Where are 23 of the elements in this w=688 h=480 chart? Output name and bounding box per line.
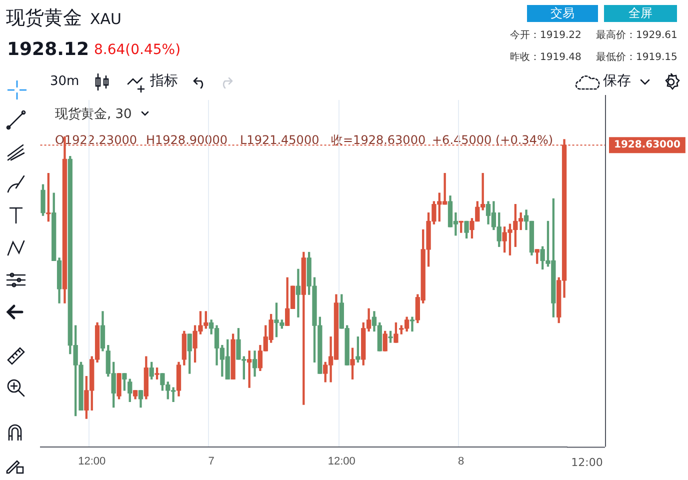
- text: 最低价：1919.15: [596, 52, 678, 63]
- annotation: H1928.90000: [146, 133, 228, 147]
- x-tick-label: 8: [458, 455, 464, 468]
- text: 全屏: [604, 5, 677, 22]
- text: 指标: [150, 73, 178, 89]
- candlestick: [46, 172, 51, 222]
- candlestick: [410, 316, 415, 332]
- chart-subtitle: XAU: [90, 10, 122, 28]
- text: 8.64(0.45%): [94, 42, 181, 58]
- candlestick: [296, 268, 301, 318]
- text: 交易: [527, 5, 598, 22]
- x-tick-label: 12:00: [328, 455, 356, 468]
- text: 昨收：1919.48: [510, 52, 582, 63]
- text: 1928.63000: [614, 140, 680, 151]
- text: 最高价：1929.61: [596, 30, 678, 41]
- annotation: L1921.45000: [240, 133, 320, 147]
- text: 1928.12: [7, 39, 89, 60]
- text: 30m: [50, 74, 80, 89]
- x-tick-label: 12:00: [78, 455, 106, 468]
- chart-title: 现货黄金: [6, 7, 82, 29]
- x-tick-label: 7: [208, 455, 214, 468]
- text: 今开：1919.22: [510, 30, 582, 41]
- text: 保存: [603, 73, 631, 89]
